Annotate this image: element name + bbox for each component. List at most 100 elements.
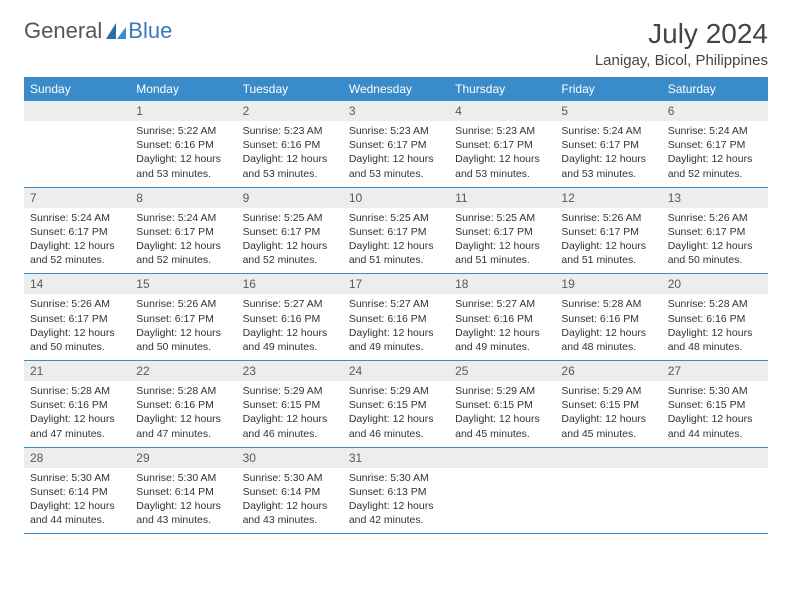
day-info-line: Sunrise: 5:26 AM xyxy=(30,297,124,311)
day-number-cell: 20 xyxy=(662,274,768,295)
day-info-line: and 49 minutes. xyxy=(455,340,549,354)
day-content-cell: Sunrise: 5:28 AMSunset: 6:16 PMDaylight:… xyxy=(555,294,661,360)
day-info-line: Sunrise: 5:24 AM xyxy=(30,211,124,225)
brand-logo: General Blue xyxy=(24,18,172,44)
day-info-line: and 50 minutes. xyxy=(30,340,124,354)
day-info-line: Sunset: 6:16 PM xyxy=(455,312,549,326)
day-info-line: and 43 minutes. xyxy=(136,513,230,527)
day-info-line: Sunset: 6:17 PM xyxy=(349,138,443,152)
title-block: July 2024 Lanigay, Bicol, Philippines xyxy=(595,18,768,69)
day-info-line: Daylight: 12 hours xyxy=(349,412,443,426)
day-number-cell: 31 xyxy=(343,447,449,468)
daynum-row: 21222324252627 xyxy=(24,361,768,382)
day-info-line: and 47 minutes. xyxy=(30,427,124,441)
day-info-line: Sunrise: 5:26 AM xyxy=(561,211,655,225)
day-info-line: Sunset: 6:15 PM xyxy=(668,398,762,412)
day-info-line: Sunrise: 5:24 AM xyxy=(668,124,762,138)
location-subtitle: Lanigay, Bicol, Philippines xyxy=(595,52,768,69)
day-info-line: Sunrise: 5:27 AM xyxy=(349,297,443,311)
day-number-cell: 16 xyxy=(237,274,343,295)
day-number-cell: 13 xyxy=(662,187,768,208)
day-number-cell xyxy=(449,447,555,468)
day-number-cell: 12 xyxy=(555,187,661,208)
day-info-line: and 53 minutes. xyxy=(136,167,230,181)
day-info-line: Sunset: 6:16 PM xyxy=(136,398,230,412)
month-title: July 2024 xyxy=(595,18,768,50)
day-content-cell: Sunrise: 5:27 AMSunset: 6:16 PMDaylight:… xyxy=(449,294,555,360)
weekday-header: Tuesday xyxy=(237,77,343,101)
day-info-line: Sunset: 6:14 PM xyxy=(136,485,230,499)
day-info-line: Sunrise: 5:27 AM xyxy=(243,297,337,311)
weekday-header: Monday xyxy=(130,77,236,101)
page-header: General Blue July 2024 Lanigay, Bicol, P… xyxy=(24,18,768,69)
day-info-line: Sunset: 6:17 PM xyxy=(349,225,443,239)
day-info-line: and 53 minutes. xyxy=(561,167,655,181)
day-info-line: and 50 minutes. xyxy=(136,340,230,354)
day-number-cell: 22 xyxy=(130,361,236,382)
day-info-line: Daylight: 12 hours xyxy=(455,326,549,340)
day-info-line: Sunset: 6:16 PM xyxy=(561,312,655,326)
day-number-cell: 15 xyxy=(130,274,236,295)
daynum-row: 123456 xyxy=(24,101,768,121)
day-info-line: Sunset: 6:17 PM xyxy=(243,225,337,239)
day-content-cell: Sunrise: 5:28 AMSunset: 6:16 PMDaylight:… xyxy=(24,381,130,447)
day-info-line: and 48 minutes. xyxy=(561,340,655,354)
day-info-line: and 44 minutes. xyxy=(30,513,124,527)
day-info-line: Sunrise: 5:23 AM xyxy=(349,124,443,138)
day-info-line: Sunrise: 5:25 AM xyxy=(349,211,443,225)
day-info-line: Daylight: 12 hours xyxy=(136,326,230,340)
day-info-line: Sunset: 6:13 PM xyxy=(349,485,443,499)
day-content-cell: Sunrise: 5:24 AMSunset: 6:17 PMDaylight:… xyxy=(662,121,768,187)
day-number-cell: 17 xyxy=(343,274,449,295)
day-info-line: and 45 minutes. xyxy=(455,427,549,441)
day-content-cell xyxy=(449,468,555,534)
day-info-line: and 48 minutes. xyxy=(668,340,762,354)
day-info-line: Sunrise: 5:28 AM xyxy=(136,384,230,398)
day-info-line: Sunrise: 5:23 AM xyxy=(455,124,549,138)
day-info-line: Daylight: 12 hours xyxy=(30,326,124,340)
day-content-cell: Sunrise: 5:28 AMSunset: 6:16 PMDaylight:… xyxy=(662,294,768,360)
content-row: Sunrise: 5:30 AMSunset: 6:14 PMDaylight:… xyxy=(24,468,768,534)
day-info-line: Sunrise: 5:26 AM xyxy=(668,211,762,225)
day-info-line: Sunset: 6:16 PM xyxy=(30,398,124,412)
day-content-cell: Sunrise: 5:27 AMSunset: 6:16 PMDaylight:… xyxy=(343,294,449,360)
day-number-cell: 3 xyxy=(343,101,449,121)
day-info-line: and 53 minutes. xyxy=(349,167,443,181)
day-info-line: Daylight: 12 hours xyxy=(668,412,762,426)
day-info-line: Sunset: 6:15 PM xyxy=(243,398,337,412)
day-info-line: Sunset: 6:14 PM xyxy=(30,485,124,499)
day-info-line: Sunrise: 5:29 AM xyxy=(455,384,549,398)
day-info-line: Sunrise: 5:30 AM xyxy=(30,471,124,485)
day-content-cell: Sunrise: 5:27 AMSunset: 6:16 PMDaylight:… xyxy=(237,294,343,360)
day-info-line: and 42 minutes. xyxy=(349,513,443,527)
day-info-line: Sunset: 6:16 PM xyxy=(243,312,337,326)
day-info-line: Sunrise: 5:29 AM xyxy=(243,384,337,398)
day-info-line: and 50 minutes. xyxy=(668,253,762,267)
day-info-line: Sunset: 6:17 PM xyxy=(561,138,655,152)
day-info-line: Sunrise: 5:26 AM xyxy=(136,297,230,311)
day-info-line: Daylight: 12 hours xyxy=(668,326,762,340)
day-info-line: Sunrise: 5:24 AM xyxy=(561,124,655,138)
day-content-cell: Sunrise: 5:30 AMSunset: 6:13 PMDaylight:… xyxy=(343,468,449,534)
day-info-line: Sunrise: 5:30 AM xyxy=(349,471,443,485)
day-number-cell: 19 xyxy=(555,274,661,295)
day-number-cell: 4 xyxy=(449,101,555,121)
day-content-cell: Sunrise: 5:26 AMSunset: 6:17 PMDaylight:… xyxy=(130,294,236,360)
day-info-line: Daylight: 12 hours xyxy=(455,412,549,426)
day-content-cell: Sunrise: 5:30 AMSunset: 6:14 PMDaylight:… xyxy=(130,468,236,534)
day-number-cell: 14 xyxy=(24,274,130,295)
day-info-line: and 49 minutes. xyxy=(349,340,443,354)
day-info-line: Sunset: 6:16 PM xyxy=(668,312,762,326)
weekday-header-row: Sunday Monday Tuesday Wednesday Thursday… xyxy=(24,77,768,101)
day-info-line: Sunrise: 5:30 AM xyxy=(668,384,762,398)
day-number-cell: 8 xyxy=(130,187,236,208)
day-info-line: Daylight: 12 hours xyxy=(30,239,124,253)
day-info-line: Sunset: 6:15 PM xyxy=(561,398,655,412)
day-info-line: and 53 minutes. xyxy=(455,167,549,181)
weekday-header: Saturday xyxy=(662,77,768,101)
day-content-cell: Sunrise: 5:26 AMSunset: 6:17 PMDaylight:… xyxy=(555,208,661,274)
day-info-line: and 53 minutes. xyxy=(243,167,337,181)
day-info-line: Sunset: 6:16 PM xyxy=(349,312,443,326)
day-info-line: Sunrise: 5:23 AM xyxy=(243,124,337,138)
day-number-cell xyxy=(662,447,768,468)
